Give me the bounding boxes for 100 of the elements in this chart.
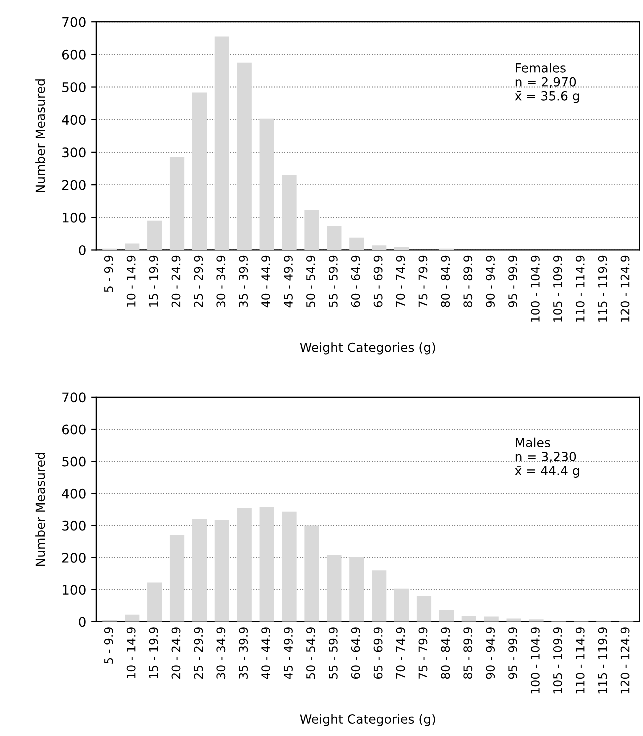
- y-tick-label: 700: [62, 17, 86, 28]
- y-tick-label: 200: [62, 180, 86, 190]
- y-axis-title: Number Measured: [36, 80, 46, 193]
- x-tick-label: 105 - 109.9: [553, 256, 562, 322]
- y-tick-label: 300: [62, 520, 86, 531]
- x-tick-label: 50 - 54.9: [306, 256, 316, 308]
- x-tick-label: 95 - 99.9: [508, 256, 518, 308]
- bar: [148, 220, 162, 250]
- bar: [260, 507, 274, 622]
- bar: [416, 596, 432, 622]
- x-tick-label: 10 - 14.9: [126, 256, 136, 307]
- x-tick-label: 55 - 59.9: [328, 628, 338, 679]
- bar: [327, 226, 342, 250]
- x-tick-label: 90 - 94.9: [486, 256, 496, 308]
- x-tick-label: 120 - 124.9: [620, 256, 630, 322]
- y-tick-label: 0: [79, 617, 86, 628]
- bar: [304, 526, 320, 622]
- bar: [304, 210, 320, 250]
- bar: [462, 616, 476, 622]
- x-tick-label: 35 - 39.9: [239, 628, 248, 679]
- y-tick-label: 200: [62, 553, 86, 563]
- x-tick-label: 35 - 39.9: [239, 256, 248, 308]
- x-tick-label: 5 - 9.9: [104, 256, 114, 292]
- y-axis-title: Number Measured: [36, 453, 46, 566]
- x-tick-label: 25 - 29.9: [194, 256, 204, 308]
- bar: [125, 244, 140, 250]
- x-tick-label: 75 - 79.9: [418, 628, 428, 679]
- x-tick-label: 30 - 34.9: [216, 256, 226, 308]
- x-tick-label: 20 - 24.9: [172, 256, 181, 308]
- annotation: Males n = 3,230 x̄ = 44.4 g: [515, 438, 580, 478]
- bar: [148, 582, 162, 622]
- bar: [394, 588, 410, 622]
- x-tick-label: 80 - 84.9: [441, 628, 450, 680]
- x-tick-label: 110 - 114.9: [576, 628, 585, 694]
- x-tick-label: 45 - 49.9: [284, 628, 293, 680]
- y-tick-label: 700: [62, 392, 86, 403]
- x-tick-label: 90 - 94.9: [486, 628, 496, 680]
- y-tick-label: 100: [62, 212, 86, 223]
- x-tick-label: 75 - 79.9: [418, 256, 428, 308]
- y-tick-label: 400: [62, 115, 86, 126]
- x-tick-label: 5 - 9.9: [104, 628, 114, 664]
- x-tick-label: 60 - 64.9: [351, 256, 360, 308]
- bar: [260, 118, 274, 250]
- x-tick-label: 25 - 29.9: [194, 628, 204, 679]
- y-tick-label: 0: [79, 245, 86, 256]
- x-tick-label: 95 - 99.9: [508, 628, 518, 680]
- bar: [372, 570, 387, 622]
- x-tick-label: 100 - 104.9: [531, 628, 540, 694]
- bar: [394, 246, 410, 250]
- x-tick-label: 30 - 34.9: [216, 628, 226, 679]
- y-tick-label: 100: [62, 585, 86, 596]
- x-tick-label: 40 - 44.9: [262, 256, 271, 308]
- bar: [192, 92, 208, 250]
- x-tick-label: 15 - 19.9: [149, 256, 158, 307]
- bar: [282, 175, 297, 250]
- bar: [439, 610, 454, 622]
- bar: [125, 614, 140, 622]
- annotation: Females n = 2,970 x̄ = 35.6 g: [515, 63, 580, 104]
- bar: [282, 512, 297, 622]
- x-tick-label: 10 - 14.9: [126, 628, 136, 679]
- bar: [350, 238, 364, 250]
- x-tick-label: 50 - 54.9: [306, 628, 316, 679]
- x-tick-label: 85 - 89.9: [464, 628, 473, 680]
- y-tick-label: 300: [62, 148, 86, 158]
- bar: [350, 557, 364, 622]
- y-tick-label: 500: [62, 456, 86, 467]
- bar: [170, 157, 185, 250]
- x-axis-title: Weight Categories (g): [300, 342, 436, 355]
- bar: [372, 246, 387, 250]
- x-tick-label: 105 - 109.9: [553, 628, 562, 694]
- bar: [170, 535, 185, 622]
- x-tick-label: 70 - 74.9: [396, 628, 406, 679]
- x-tick-label: 15 - 19.9: [149, 628, 158, 679]
- x-tick-label: 120 - 124.9: [620, 628, 630, 694]
- x-tick-label: 55 - 59.9: [328, 256, 338, 308]
- x-axis-title: Weight Categories (g): [300, 714, 436, 726]
- x-tick-label: 100 - 104.9: [531, 256, 540, 322]
- x-tick-label: 45 - 49.9: [284, 256, 293, 308]
- bar: [327, 555, 342, 622]
- bar: [192, 519, 208, 622]
- bar: [214, 36, 230, 250]
- x-tick-label: 115 - 119.9: [598, 628, 608, 694]
- x-tick-label: 60 - 64.9: [351, 628, 360, 680]
- y-tick-label: 600: [62, 50, 86, 60]
- x-tick-label: 80 - 84.9: [441, 256, 450, 308]
- y-tick-label: 600: [62, 424, 86, 435]
- bar: [237, 62, 252, 250]
- x-tick-label: 85 - 89.9: [464, 256, 473, 308]
- y-tick-label: 500: [62, 82, 86, 92]
- x-tick-label: 65 - 69.9: [374, 256, 383, 308]
- x-tick-label: 40 - 44.9: [262, 628, 271, 680]
- x-tick-label: 70 - 74.9: [396, 256, 406, 308]
- bar: [214, 520, 230, 622]
- x-tick-label: 115 - 119.9: [598, 256, 608, 322]
- x-tick-label: 110 - 114.9: [576, 256, 585, 322]
- y-tick-label: 400: [62, 488, 86, 499]
- x-tick-label: 20 - 24.9: [172, 628, 181, 679]
- bar: [506, 618, 522, 622]
- x-tick-label: 65 - 69.9: [374, 628, 383, 680]
- bar: [237, 508, 252, 622]
